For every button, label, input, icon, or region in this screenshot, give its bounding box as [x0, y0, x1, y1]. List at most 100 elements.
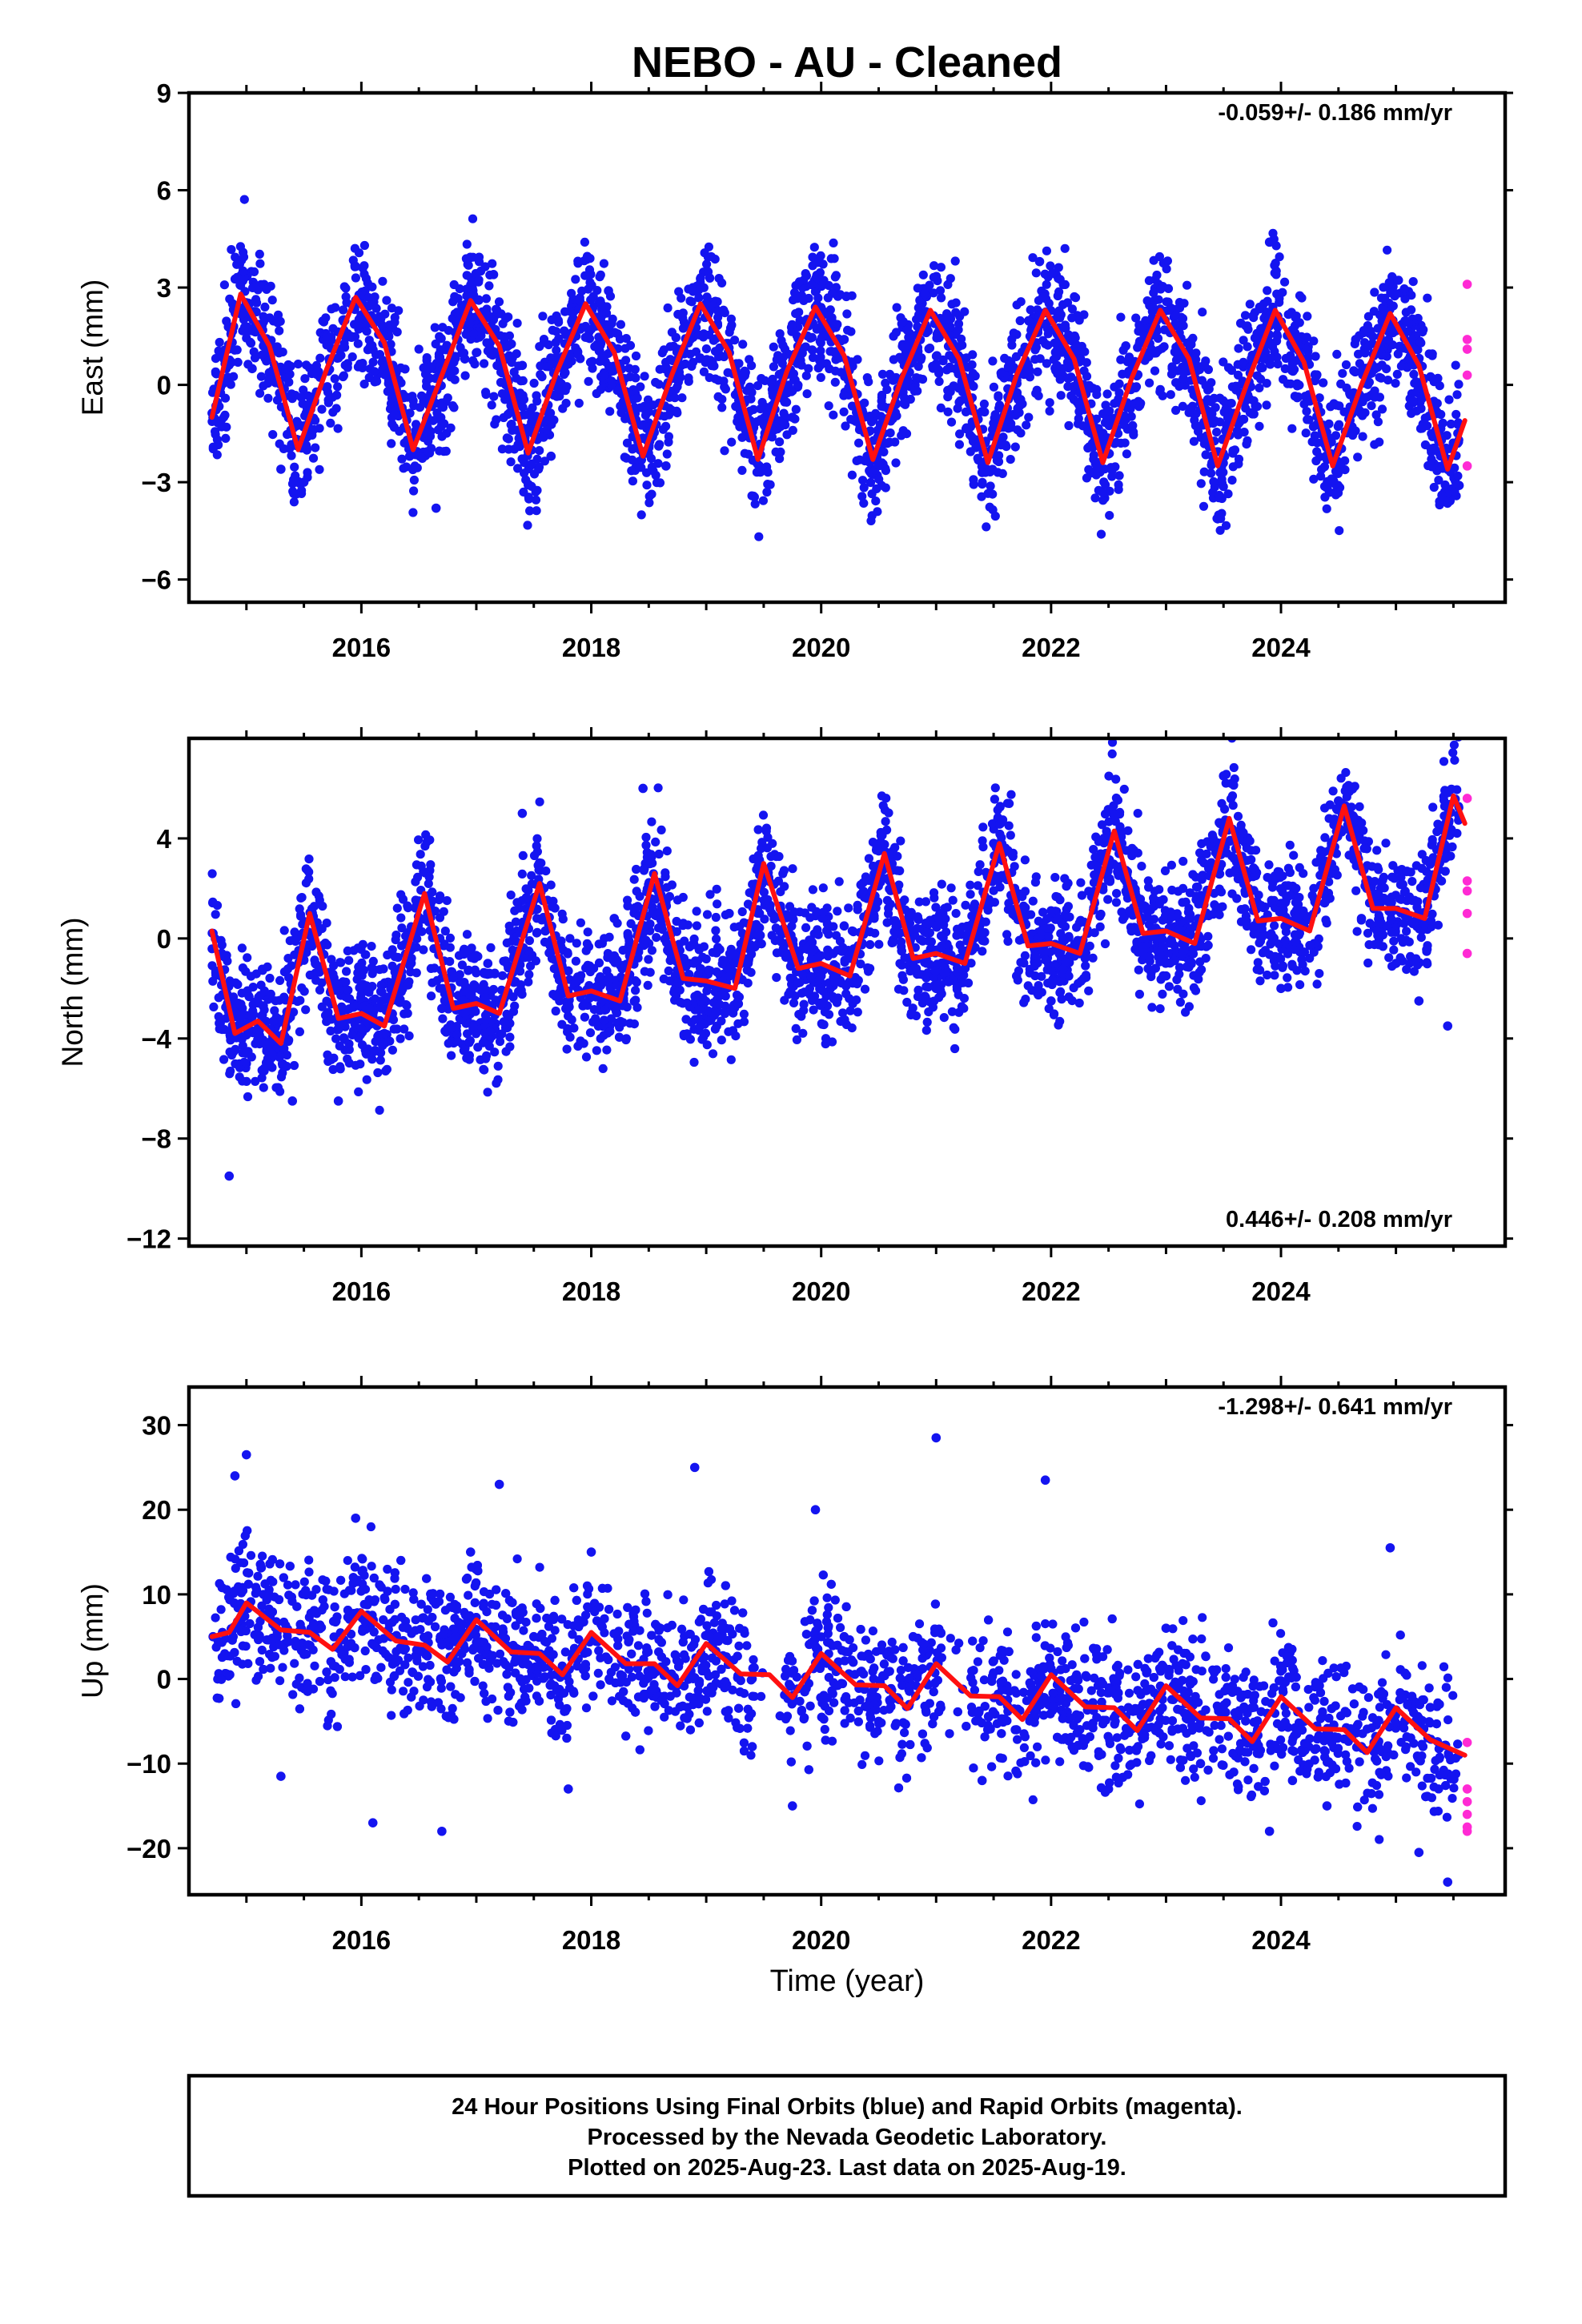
data-point: [1174, 969, 1184, 979]
data-point: [673, 382, 682, 392]
data-point: [847, 1023, 857, 1033]
data-point: [309, 424, 319, 434]
data-point: [1067, 304, 1077, 314]
data-point: [1142, 296, 1152, 306]
data-point: [702, 292, 712, 302]
data-point: [1375, 372, 1384, 382]
data-point: [842, 309, 852, 319]
data-point: [1079, 310, 1089, 320]
final-orbit-point: [299, 477, 309, 487]
data-point: [881, 817, 890, 826]
data-point: [636, 382, 645, 392]
data-point: [711, 912, 721, 923]
final-orbit-point: [227, 299, 238, 309]
data-point: [1391, 289, 1401, 299]
data-point: [375, 1055, 385, 1065]
data-point: [1171, 405, 1181, 415]
data-point: [287, 389, 296, 399]
data-point: [289, 497, 299, 507]
data-point: [573, 347, 583, 357]
data-point: [1033, 367, 1042, 376]
data-point: [1032, 385, 1042, 395]
data-point: [1208, 419, 1219, 428]
data-point: [890, 437, 900, 447]
data-point: [847, 470, 857, 480]
data-point: [913, 283, 922, 293]
data-point: [315, 464, 324, 474]
data-point: [643, 980, 652, 990]
data-point: [809, 1005, 818, 1015]
data-point: [1219, 482, 1228, 492]
data-point: [1416, 392, 1426, 402]
data-point: [757, 374, 766, 384]
data-point: [775, 454, 785, 464]
data-point: [272, 396, 283, 405]
data-point: [836, 368, 846, 377]
data-point: [383, 376, 394, 385]
data-point: [946, 274, 955, 283]
data-point: [717, 278, 727, 287]
data-point: [740, 366, 749, 376]
data-point: [1354, 349, 1363, 359]
final-orbit-point: [1006, 357, 1016, 368]
data-point: [1430, 444, 1439, 453]
data-point: [1294, 392, 1303, 402]
data-point: [651, 837, 661, 846]
data-point: [1450, 755, 1460, 765]
data-point: [1393, 349, 1403, 359]
data-point: [962, 363, 972, 372]
data-point: [628, 444, 637, 454]
data-point: [267, 296, 277, 305]
data-point: [408, 508, 418, 517]
data-point: [1131, 313, 1141, 323]
data-point: [787, 320, 797, 329]
data-point: [658, 424, 669, 434]
data-point: [1444, 444, 1454, 453]
final-orbit-point: [575, 296, 584, 306]
data-point: [749, 493, 760, 502]
data-point: [329, 961, 339, 971]
data-point: [873, 507, 882, 517]
data-point: [1209, 476, 1219, 487]
data-point: [263, 379, 273, 388]
data-point: [300, 374, 310, 384]
data-point: [1370, 392, 1379, 402]
data-point: [706, 251, 717, 261]
data-point: [1191, 348, 1201, 358]
data-point: [982, 522, 991, 532]
final-orbit-point: [1235, 318, 1246, 328]
data-point: [1418, 328, 1427, 337]
data-point: [931, 360, 941, 369]
data-point: [414, 344, 424, 354]
data-point: [1332, 349, 1342, 359]
data-point: [705, 372, 714, 383]
data-point: [1373, 324, 1383, 333]
final-orbit-point: [1264, 237, 1275, 247]
data-point: [520, 468, 529, 478]
data-point: [1006, 455, 1015, 464]
data-point: [947, 1007, 957, 1016]
data-point: [585, 278, 595, 287]
data-point: [327, 392, 337, 402]
data-point: [1255, 421, 1264, 431]
data-point: [1395, 341, 1404, 351]
data-point: [1212, 428, 1222, 437]
data-point: [1453, 418, 1464, 428]
data-point: [437, 420, 447, 429]
data-point: [653, 783, 663, 793]
data-point: [390, 410, 400, 420]
data-point: [1120, 438, 1130, 448]
data-point: [687, 297, 697, 307]
data-point: [1158, 989, 1167, 999]
data-point: [305, 970, 315, 980]
data-point: [853, 1007, 862, 1017]
data-point: [558, 915, 568, 924]
data-point: [696, 273, 705, 283]
data-point: [355, 359, 365, 369]
data-point: [629, 1019, 640, 1029]
data-point: [729, 1008, 738, 1018]
x-tick-label: 2016: [332, 633, 391, 662]
data-point: [720, 446, 729, 456]
data-point: [1056, 391, 1066, 400]
